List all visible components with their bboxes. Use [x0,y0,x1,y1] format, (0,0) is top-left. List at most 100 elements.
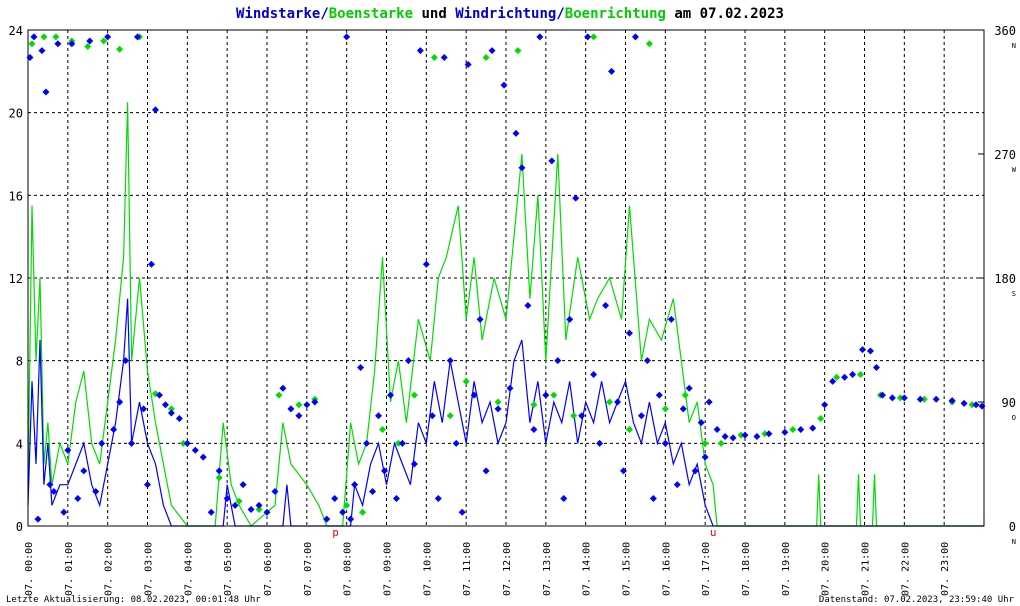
wind-direction-point [948,397,956,405]
y-right-tick-label: 360 [994,24,1016,38]
title-part-7: am 07.02.2023 [666,6,784,22]
wind-direction-point [144,481,151,489]
wind-direction-point [64,446,72,454]
wind-direction-point [386,391,394,399]
gust-direction-point [570,412,578,420]
gust-direction-point [275,391,283,399]
y-left-tick-label: 8 [16,355,23,369]
y-right-tick-label: 0 [1009,520,1016,534]
gust-direction-layer [28,33,976,516]
wind-direction-point [548,157,556,165]
x-tick-label: 07. 17:00 [701,542,712,596]
x-tick-label: 07. 09:00 [383,542,394,596]
gust-direction-point [494,398,502,406]
wind-direction-point [398,439,406,447]
wind-direction-point [207,508,215,516]
gust-direction-point [179,439,187,447]
wind-direction-point [536,33,544,41]
wind-direction-point [713,426,721,434]
wind-direction-point [829,377,837,385]
gust-direction-point [717,439,725,447]
wind-direction-point [494,405,502,413]
gust-direction-point [761,430,769,438]
wind-direction-point [602,302,610,310]
wind-direction-point [416,47,424,55]
wind-direction-point [458,508,466,516]
gust-direction-point [446,412,454,420]
gust-direction-point [410,391,418,399]
gust-direction-point [920,395,928,403]
x-tick-label: 07. 01:00 [64,542,75,596]
gust-direction-point [255,505,263,513]
wind-direction-point [849,370,857,378]
wind-direction-point [500,81,508,89]
wind-direction-point [524,302,532,310]
wind-direction-point [446,357,454,365]
wind-direction-point [578,412,586,420]
wind-direction-point [74,494,82,502]
wind-direction-point [596,439,604,447]
gust-direction-point [857,370,865,378]
wind-direction-point [470,391,478,399]
wind-direction-point [279,384,287,392]
x-tick-label: 07. 08:00 [343,542,354,596]
wind-direction-point [679,405,687,413]
gust-direction-point [606,398,614,406]
wind-direction-point [878,391,886,399]
plot-frame [27,29,985,527]
wind-direction-point [128,439,136,447]
wind-speed-layer [27,298,984,527]
wind-direction-point [512,129,520,137]
wind-direction-point [872,364,880,372]
gust-direction-point [430,54,438,62]
wind-direction-point [38,47,46,55]
wind-direction-point [263,508,271,516]
wind-direction-point [440,54,448,62]
wind-direction-point [98,439,106,447]
gust-direction-point [681,391,689,399]
wind-direction-point [134,33,142,41]
wind-direction-point [339,508,347,516]
wind-direction-point [631,33,639,41]
gust-direction-point [116,45,124,53]
wind-direction-point [765,430,773,438]
x-tick-label: 07. 20:00 [821,542,832,596]
y-left-tick-label: 24 [9,24,23,38]
wind-direction-point [452,439,460,447]
gust-direction-point [167,405,175,413]
wind-direction-point [271,488,279,496]
y-right-tick-label: 90 [1002,396,1016,410]
wind-direction-point [753,432,761,440]
wind-direction-point [343,33,351,41]
gust-direction-point [343,501,351,509]
x-tick-label: 07. 21:00 [861,542,872,596]
wind-direction-point [488,47,496,55]
wind-direction-point [331,494,339,502]
wind-direction-point [255,501,263,509]
gust-direction-point [235,497,243,505]
wind-direction-point [239,481,247,489]
wind-direction-point [637,412,645,420]
x-tick-label: 07. 14:00 [582,542,593,596]
wind-direction-point [434,494,442,502]
wind-direction-point [247,505,255,513]
title-part-4: Windrichtung [455,6,556,22]
title-part-6: Boenrichtung [565,6,666,22]
axes-layer: 07. 00:00 07. 01:00 07. 02:00 07. 03:00 07. … [9,24,1017,596]
x-tick-label: 07. 12:00 [502,542,513,596]
wind-direction-point [295,412,303,420]
wind-direction-point [287,405,295,413]
wind-direction-point [60,508,68,516]
wind-direction-point [428,412,436,420]
gust-direction-point [28,40,36,48]
x-tick-label: 07. 02:00 [104,542,115,596]
wind-direction-point [482,467,490,475]
title-part-5: / [556,6,564,22]
wind-direction-point [614,398,622,406]
wind-direction-point [888,394,896,402]
wind-direction-point [506,384,514,392]
wind-direction-point [697,419,705,427]
x-tick-label: 07. 03:00 [144,542,155,596]
wind-direction-point [151,106,159,114]
